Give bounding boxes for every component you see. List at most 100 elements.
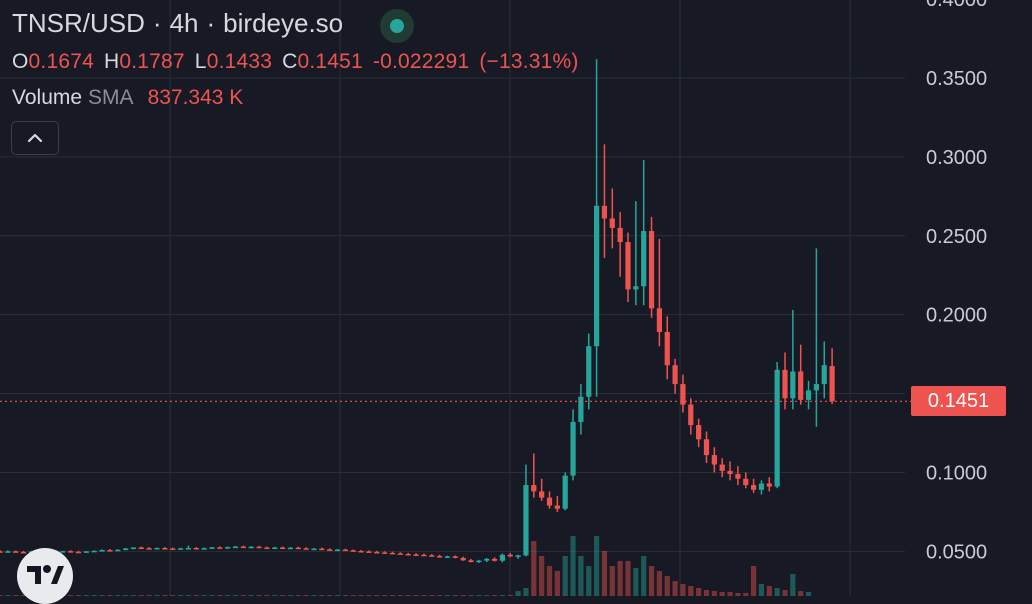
candle-body — [641, 231, 647, 287]
change-value: -0.022291 — [372, 50, 470, 73]
volume-sma-label: SMA — [88, 86, 134, 109]
volume-bar — [790, 574, 796, 596]
volume-bar — [672, 581, 678, 596]
volume-bar — [648, 566, 655, 596]
candle-body — [60, 551, 66, 553]
tradingview-logo-icon[interactable] — [17, 548, 73, 604]
candle-body — [20, 551, 27, 554]
candle-body — [578, 396, 584, 422]
price-tick-label: 0.1000 — [926, 462, 987, 484]
volume-bar — [711, 591, 717, 596]
price-tick-label: 0.2000 — [926, 305, 987, 327]
source-label: birdeye.so — [223, 8, 344, 38]
volume-bar — [766, 586, 772, 596]
volume-bar — [539, 556, 545, 596]
price-tick-label: 0.4000 — [926, 0, 987, 11]
ohlc-legend: O0.1674 H0.1787 L0.1433 C0.1451 -0.022291 (−1… — [12, 50, 589, 74]
candle-body — [515, 555, 521, 557]
candle-body — [625, 242, 631, 290]
candle-body — [562, 475, 568, 509]
candle-body — [499, 554, 505, 561]
candle-body — [154, 548, 160, 550]
candle-body — [452, 556, 458, 558]
candle-body — [162, 548, 168, 550]
candle-body — [790, 371, 796, 399]
chart-grid — [0, 0, 905, 596]
candle-body — [0, 551, 3, 553]
candle-body — [397, 553, 403, 555]
price-tick-label: 0.3000 — [926, 147, 987, 169]
candle-body — [256, 546, 262, 549]
candle-body — [201, 548, 207, 550]
candle-body — [413, 554, 419, 556]
volume-bar — [625, 561, 631, 596]
candle-body — [751, 485, 757, 490]
high-label: H — [103, 50, 120, 73]
high-value: 0.1787 — [119, 50, 185, 73]
market-status-icon[interactable] — [380, 9, 414, 43]
collapse-legend-button[interactable] — [11, 121, 59, 155]
interval-label[interactable]: 4h — [169, 8, 199, 38]
close-value: 0.1451 — [297, 50, 363, 73]
volume-label: Volume — [12, 86, 83, 109]
candle-body — [735, 474, 741, 479]
volume-bar — [782, 590, 788, 596]
candle-body — [444, 556, 451, 558]
candle-body — [774, 369, 780, 487]
volume-bar — [554, 571, 560, 596]
candle-body — [648, 231, 655, 309]
volume-bar — [601, 551, 608, 596]
candle-body — [99, 550, 105, 552]
volume-bar — [735, 593, 741, 596]
candle-body — [193, 548, 199, 550]
volume-bar — [664, 576, 670, 596]
candle-body — [813, 384, 819, 391]
candle-body — [601, 205, 608, 219]
low-label: L — [194, 50, 207, 73]
candle-body — [680, 384, 686, 405]
candle-body — [429, 555, 435, 557]
candle-body — [570, 421, 576, 476]
chart-title: TNSR/USD · 4h · birdeye.so — [12, 8, 344, 38]
volume-bar — [609, 566, 615, 596]
candle-body — [130, 547, 137, 550]
chevron-up-icon — [27, 133, 43, 143]
candle-body — [272, 547, 278, 550]
candle-body — [656, 308, 662, 333]
symbol-label[interactable]: TNSR/USD — [12, 8, 145, 38]
candle-body — [405, 554, 411, 556]
volume-bar — [531, 541, 537, 596]
volume-bar — [570, 536, 576, 596]
candle-body — [672, 365, 678, 385]
volume-bar — [758, 584, 765, 596]
volume-bar — [743, 593, 749, 596]
open-value: 0.1674 — [28, 50, 94, 73]
candle-body — [350, 550, 356, 552]
volume-bar — [641, 556, 647, 596]
candle-body — [531, 485, 537, 492]
volume-legend[interactable]: Volume SMA 837.343 K — [12, 86, 243, 110]
volume-bar — [688, 586, 694, 596]
candle-body — [829, 366, 835, 402]
price-tick-label: 0.3500 — [926, 68, 987, 90]
candle-body — [107, 550, 113, 552]
volume-value: 837.343 K — [147, 86, 244, 109]
candle-body — [287, 547, 294, 550]
price-tick-label: 0.2500 — [926, 226, 987, 248]
candle-body — [334, 549, 341, 552]
candle-body — [115, 549, 121, 552]
candlestick-series — [0, 59, 835, 563]
volume-bar — [586, 566, 592, 596]
candle-body — [546, 497, 553, 506]
candle-body — [727, 470, 733, 475]
volume-bar — [617, 561, 623, 596]
volume-bar — [523, 588, 529, 596]
volume-bar — [594, 536, 600, 596]
candle-body — [295, 547, 301, 550]
candle-body — [83, 551, 89, 553]
candle-body — [342, 549, 348, 552]
candle-body — [319, 548, 325, 551]
candle-body — [782, 369, 788, 399]
last-price-label: 0.1451 — [911, 386, 1006, 416]
close-label: C — [282, 50, 298, 73]
